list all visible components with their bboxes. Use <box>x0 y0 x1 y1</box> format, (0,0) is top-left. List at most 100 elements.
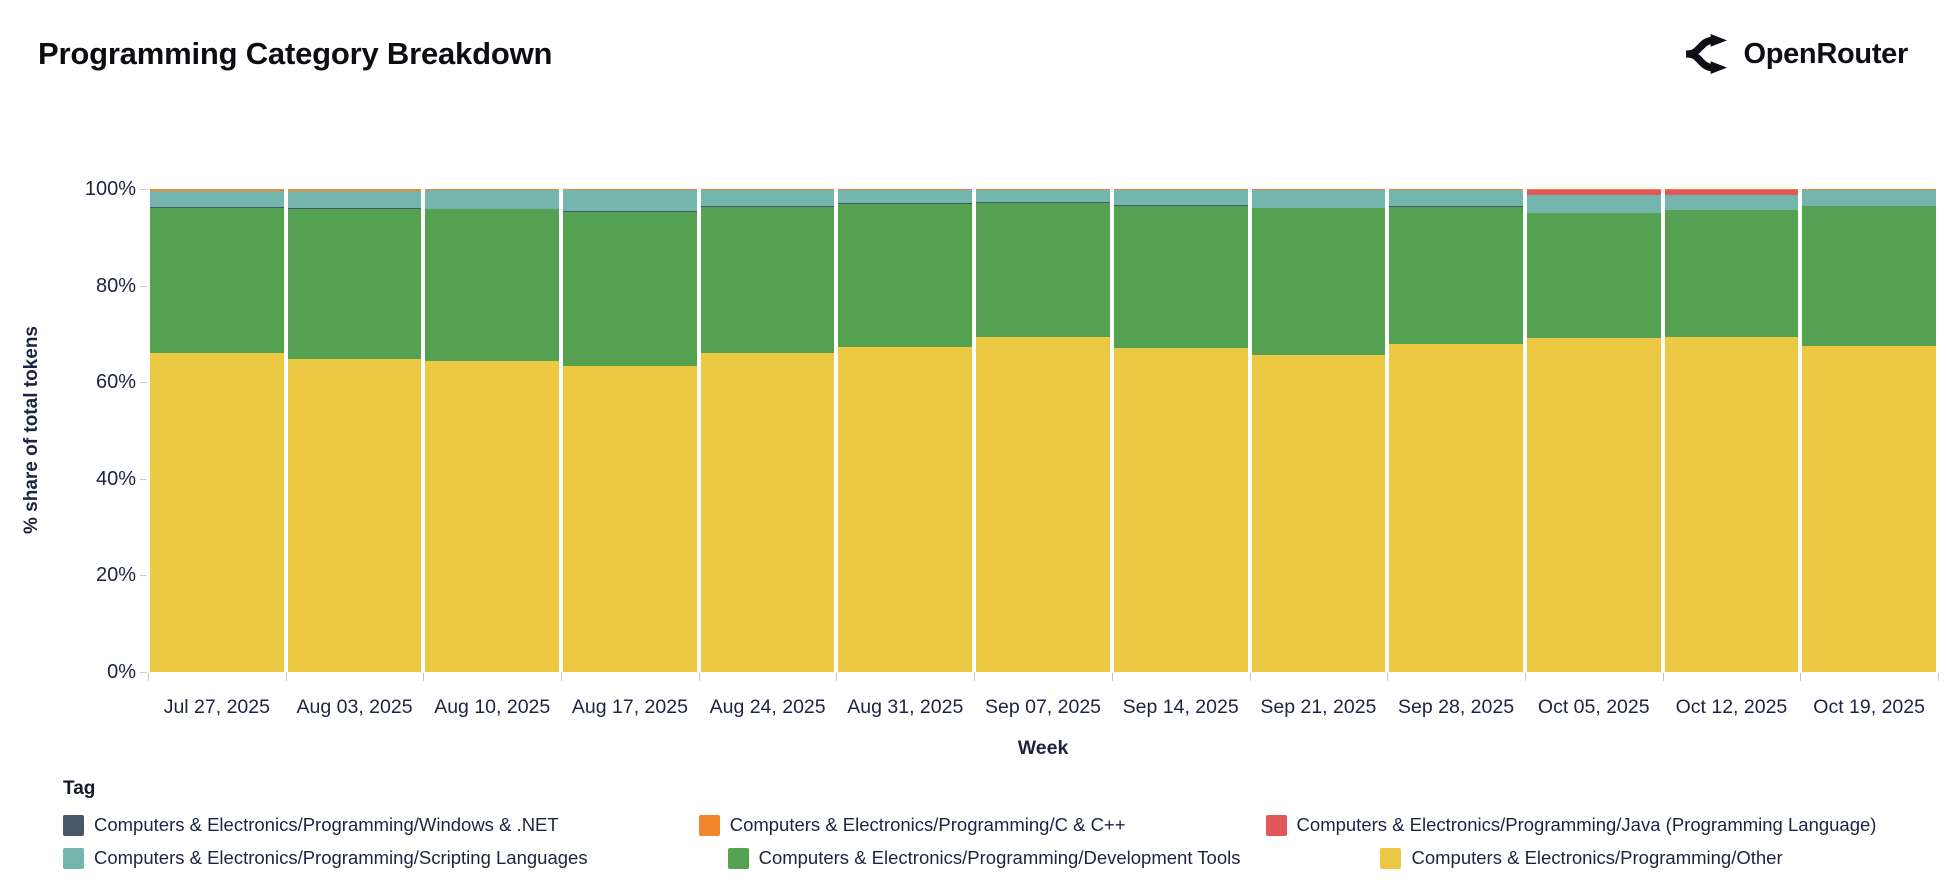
bar-segment[interactable] <box>1802 190 1936 206</box>
bar-Aug 17, 2025[interactable] <box>563 189 697 672</box>
bar-Jul 27, 2025[interactable] <box>150 189 284 672</box>
x-axis-tick <box>836 673 838 681</box>
bar-Aug 10, 2025[interactable] <box>425 189 560 672</box>
bar-Aug 31, 2025[interactable] <box>838 189 973 672</box>
legend-entry[interactable]: Computers & Electronics/Programming/Othe… <box>1380 847 1783 869</box>
legend-entry[interactable]: Computers & Electronics/Programming/Java… <box>1265 814 1876 836</box>
bar-segment[interactable] <box>425 190 560 209</box>
x-axis-tick-label: Jul 27, 2025 <box>163 696 270 718</box>
legend-label: Computers & Electronics/Programming/Deve… <box>758 847 1241 868</box>
x-axis-tick <box>1387 673 1389 681</box>
bar-segment[interactable] <box>838 203 973 347</box>
bar-segment[interactable] <box>287 189 422 191</box>
y-axis-tick-label: 60% <box>95 371 136 394</box>
bar-segment[interactable] <box>976 202 1110 338</box>
bar-Oct 12, 2025[interactable] <box>1664 189 1799 672</box>
bar-segment[interactable] <box>1251 355 1386 672</box>
bar-Aug 24, 2025[interactable] <box>700 189 835 672</box>
bar-segment[interactable] <box>1664 210 1799 337</box>
y-axis-tick-label: 100% <box>84 178 136 200</box>
bar-segment[interactable] <box>700 206 835 354</box>
bar-segment[interactable] <box>1526 337 1661 672</box>
bar-segment[interactable] <box>976 337 1110 672</box>
y-axis-tick <box>140 189 147 190</box>
bar-segment[interactable] <box>563 365 697 672</box>
bar-segment[interactable] <box>1251 190 1386 208</box>
bar-Sep 21, 2025[interactable] <box>1251 189 1386 672</box>
bar-segment[interactable] <box>563 190 697 212</box>
bar-segment[interactable] <box>425 360 560 672</box>
bar-segment[interactable] <box>287 208 422 359</box>
x-axis-tick-label: Aug 17, 2025 <box>571 696 688 718</box>
bar-segment[interactable] <box>976 190 1110 203</box>
bar-segment[interactable] <box>1389 189 1523 190</box>
bar-segment[interactable] <box>1113 189 1248 190</box>
legend-row: Computers & Electronics/Programming/Wind… <box>63 814 1876 836</box>
bar-segment[interactable] <box>150 207 284 354</box>
bar-segment[interactable] <box>1664 189 1799 191</box>
bar-segment[interactable] <box>1251 208 1386 356</box>
bar-segment[interactable] <box>1802 206 1936 346</box>
bar-segment[interactable] <box>150 353 284 672</box>
bar-Sep 28, 2025[interactable] <box>1389 189 1523 672</box>
bar-Sep 07, 2025[interactable] <box>976 189 1110 672</box>
bar-segment[interactable] <box>1526 189 1661 190</box>
bar-segment[interactable] <box>1664 190 1799 195</box>
bar-segment[interactable] <box>1802 189 1936 190</box>
legend-entry[interactable]: Computers & Electronics/Programming/Deve… <box>727 847 1241 869</box>
y-axis-tick-label: 80% <box>95 274 136 297</box>
bar-segment[interactable] <box>1526 190 1661 196</box>
legend-entry[interactable]: Computers & Electronics/Programming/C & … <box>698 814 1126 836</box>
bar-segment[interactable] <box>1113 205 1248 349</box>
bar-segment[interactable] <box>287 190 422 209</box>
y-axis-tick-label: 20% <box>95 564 136 587</box>
x-axis-tick-label: Aug 03, 2025 <box>296 696 413 718</box>
brand-name: OpenRouter <box>1743 37 1908 70</box>
bar-segment[interactable] <box>700 353 835 672</box>
bar-segment[interactable] <box>1664 194 1799 210</box>
bar-segment[interactable] <box>1389 206 1523 344</box>
bar-Oct 05, 2025[interactable] <box>1526 189 1661 672</box>
bar-segment[interactable] <box>838 190 973 204</box>
x-axis-tick-label: Oct 12, 2025 <box>1675 696 1788 718</box>
bar-segment[interactable] <box>1389 189 1523 207</box>
bar-Aug 03, 2025[interactable] <box>287 189 422 672</box>
plot-area <box>148 189 1938 672</box>
bar-segment[interactable] <box>287 358 422 672</box>
bar-segment[interactable] <box>150 190 284 208</box>
legend-swatch <box>1380 847 1402 869</box>
bar-Oct 19, 2025[interactable] <box>1802 189 1936 672</box>
bar-segment[interactable] <box>563 189 697 190</box>
bar-Sep 14, 2025[interactable] <box>1113 189 1248 672</box>
bar-segment[interactable] <box>1526 195 1661 213</box>
legend-entry[interactable]: Computers & Electronics/Programming/Wind… <box>63 814 559 836</box>
bar-segment[interactable] <box>1389 343 1523 672</box>
bar-segment[interactable] <box>700 189 835 190</box>
bar-segment[interactable] <box>1664 336 1799 672</box>
bar-segment[interactable] <box>425 189 560 191</box>
x-axis-tick <box>1938 673 1939 681</box>
y-axis-tick <box>140 672 147 673</box>
x-axis-tick <box>561 673 563 681</box>
x-axis-tick-label: Oct 19, 2025 <box>1813 696 1925 718</box>
bar-segment[interactable] <box>1113 189 1248 206</box>
bar-segment[interactable] <box>838 346 973 672</box>
bar-segment[interactable] <box>425 209 560 361</box>
openrouter-logo[interactable]: OpenRouter <box>1685 34 1908 74</box>
bar-segment[interactable] <box>1251 189 1386 190</box>
bar-segment[interactable] <box>563 211 697 366</box>
x-axis-tick <box>1662 673 1664 681</box>
y-axis-tick-label: 40% <box>95 467 136 490</box>
legend-entry[interactable]: Computers & Electronics/Programming/Scri… <box>63 847 588 869</box>
legend-row: Computers & Electronics/Programming/Scri… <box>63 847 1876 869</box>
legend-swatch <box>1265 814 1287 836</box>
bar-segment[interactable] <box>1802 345 1936 672</box>
x-axis-tick <box>1111 673 1113 681</box>
bar-segment[interactable] <box>700 190 835 207</box>
bar-segment[interactable] <box>150 189 284 191</box>
x-axis-tick-label: Aug 10, 2025 <box>434 696 551 718</box>
bar-segment[interactable] <box>1526 213 1661 338</box>
bar-segment[interactable] <box>976 189 1110 190</box>
bar-segment[interactable] <box>838 189 973 191</box>
bar-segment[interactable] <box>1113 348 1248 672</box>
